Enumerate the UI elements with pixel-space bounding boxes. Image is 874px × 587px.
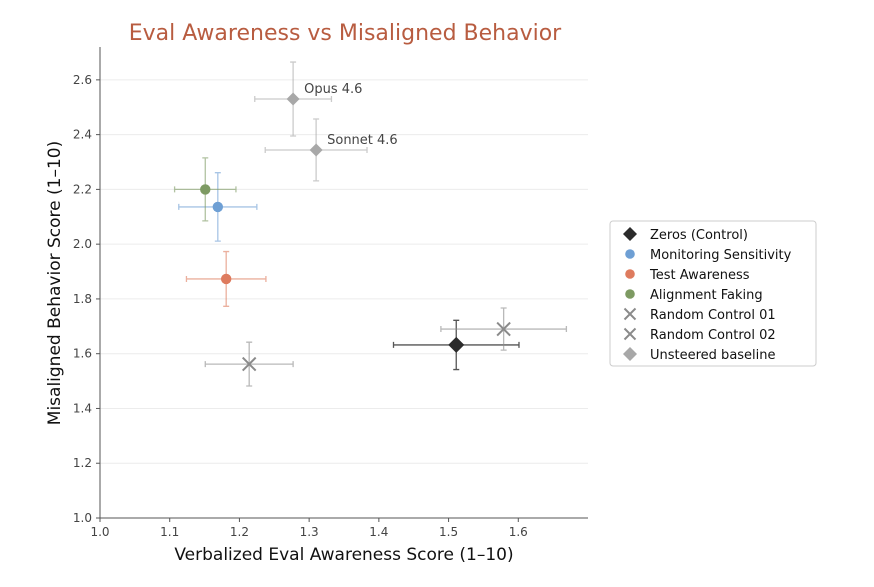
- diamond-marker: [309, 143, 323, 157]
- circle-marker: [625, 249, 635, 259]
- point-label: Opus 4.6: [304, 82, 362, 97]
- legend-box: [609, 220, 817, 367]
- data-point: [440, 307, 568, 351]
- x-tick-label: 1.5: [439, 525, 458, 539]
- circle-marker: [200, 184, 211, 195]
- x-marker: [496, 321, 511, 337]
- y-tick-label: 1.0: [73, 511, 92, 525]
- data-point: [264, 118, 368, 182]
- circle-marker: [212, 201, 224, 213]
- data-point: [254, 61, 333, 137]
- y-tick-label: 2.6: [73, 73, 92, 87]
- data-point: [173, 157, 237, 222]
- y-tick-label: 1.4: [73, 401, 92, 415]
- x-marker: [623, 307, 637, 321]
- circle-marker: [220, 273, 232, 285]
- x-marker: [623, 327, 637, 341]
- diamond-marker: [448, 336, 465, 353]
- x-tick-label: 1.6: [509, 525, 528, 539]
- x-tick-label: 1.2: [230, 525, 249, 539]
- x-axis-label: Verbalized Eval Awareness Score (1–10): [174, 545, 513, 565]
- y-tick-label: 1.6: [73, 347, 92, 361]
- diamond-marker: [286, 92, 300, 106]
- data-point: [178, 172, 258, 242]
- x-marker: [241, 356, 257, 372]
- x-tick-label: 1.0: [90, 525, 109, 539]
- y-axis-label: Misaligned Behavior Score (1–10): [45, 141, 65, 425]
- x-tick-label: 1.3: [300, 525, 319, 539]
- diamond-marker: [623, 227, 637, 241]
- y-tick-label: 1.2: [73, 456, 92, 470]
- circle-marker: [625, 269, 635, 279]
- data-point: [185, 250, 267, 307]
- y-tick-label: 2.0: [73, 237, 92, 251]
- legend-entry: Unsteered baseline: [650, 348, 776, 363]
- legend-entry: Random Control 01: [650, 308, 776, 323]
- diamond-marker: [623, 347, 637, 361]
- legend-entry: Zeros (Control): [650, 228, 748, 243]
- data-point: [392, 319, 520, 371]
- y-tick-label: 2.4: [73, 128, 92, 142]
- x-tick-label: 1.4: [369, 525, 388, 539]
- legend-entry: Random Control 02: [650, 328, 776, 343]
- y-tick-label: 1.8: [73, 292, 92, 306]
- point-label: Sonnet 4.6: [327, 133, 398, 148]
- legend-entry: Monitoring Sensitivity: [650, 248, 792, 263]
- legend: [609, 220, 817, 367]
- chart-title: Eval Awareness vs Misaligned Behavior: [129, 21, 562, 46]
- legend-entry: Test Awareness: [649, 268, 750, 283]
- x-tick-label: 1.1: [160, 525, 179, 539]
- legend-entry: Alignment Faking: [650, 288, 763, 303]
- circle-marker: [625, 289, 635, 299]
- y-tick-label: 2.2: [73, 182, 92, 196]
- data-point: [204, 341, 294, 387]
